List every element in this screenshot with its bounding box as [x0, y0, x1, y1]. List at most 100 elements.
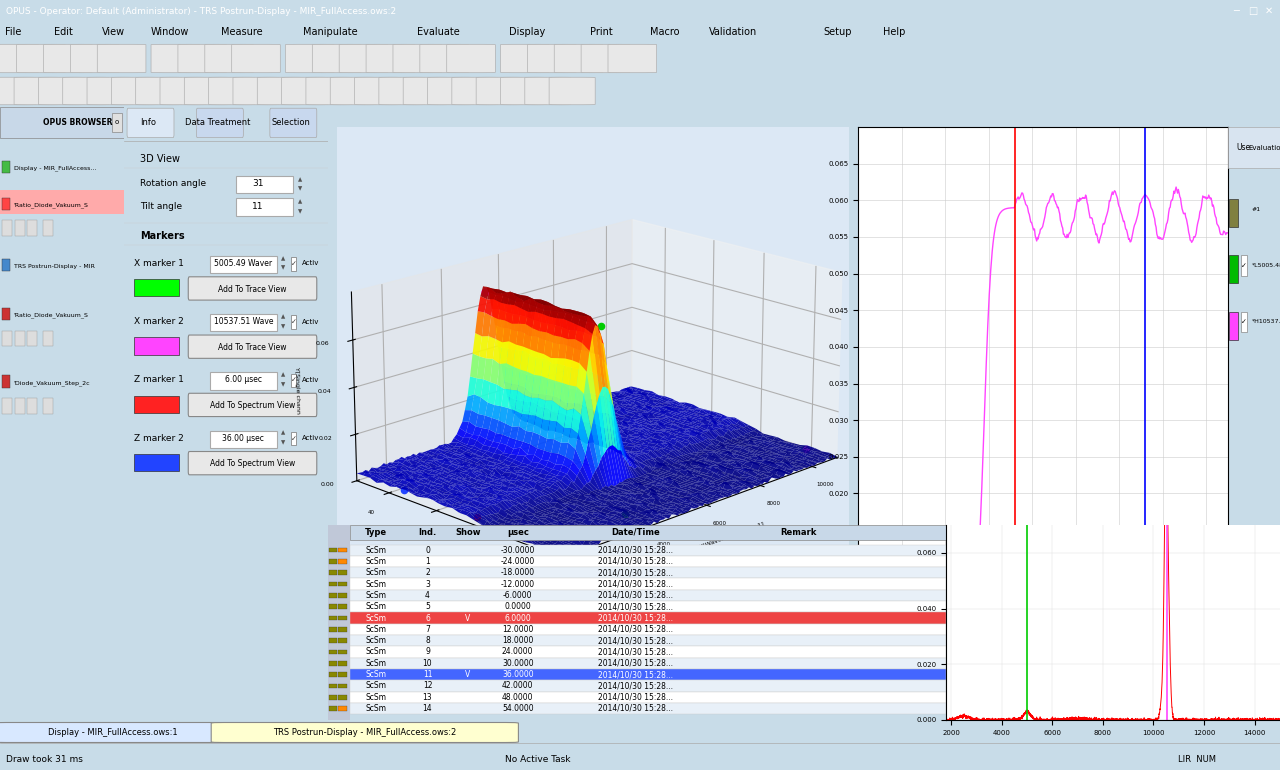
FancyBboxPatch shape [178, 45, 227, 72]
Text: 10: 10 [422, 659, 433, 668]
Text: 'Ratio_Diode_Vakuum_S: 'Ratio_Diode_Vakuum_S [14, 313, 88, 318]
Text: Window: Window [151, 27, 189, 37]
Text: 'Diode_Vakuum_Step_2c: 'Diode_Vakuum_Step_2c [14, 380, 91, 386]
FancyBboxPatch shape [136, 77, 182, 105]
Text: X marker 1: X marker 1 [134, 259, 184, 268]
Text: OPUS BROWSER: OPUS BROWSER [44, 118, 113, 127]
Text: ScSm: ScSm [366, 624, 387, 634]
Text: ─: ─ [1233, 6, 1239, 16]
Text: Evaluation: Evaluation [1248, 145, 1280, 150]
FancyBboxPatch shape [151, 45, 200, 72]
Bar [44, 398, 54, 413]
Bar [338, 604, 347, 609]
Bar [349, 544, 946, 556]
FancyBboxPatch shape [14, 77, 60, 105]
FancyBboxPatch shape [285, 45, 334, 72]
Text: Macro: Macro [650, 27, 680, 37]
Bar [329, 706, 337, 711]
Text: 2014/10/30 15:28...: 2014/10/30 15:28... [598, 624, 673, 634]
Bar [329, 650, 337, 654]
FancyBboxPatch shape [184, 77, 230, 105]
Text: ✓: ✓ [1242, 319, 1247, 325]
Text: ▼: ▼ [282, 440, 285, 445]
Bar [349, 658, 946, 669]
FancyBboxPatch shape [257, 77, 303, 105]
Bar [338, 627, 347, 631]
Bar [338, 650, 347, 654]
Text: Tilt angle: Tilt angle [141, 202, 183, 211]
FancyBboxPatch shape [188, 393, 316, 417]
Text: ▲: ▲ [282, 373, 285, 377]
Text: Activ: Activ [302, 319, 319, 324]
Text: 4: 4 [425, 591, 430, 600]
FancyBboxPatch shape [188, 335, 316, 358]
Bar [329, 571, 337, 575]
Bar [349, 691, 946, 703]
Text: V: V [465, 670, 470, 679]
Bar [329, 638, 337, 643]
FancyBboxPatch shape [44, 45, 92, 72]
Text: 8: 8 [425, 636, 430, 645]
Text: ✓: ✓ [1242, 263, 1247, 269]
Bar [0, 107, 124, 138]
Bar [349, 612, 946, 624]
Text: -24.0000: -24.0000 [500, 557, 535, 566]
Text: Measure: Measure [221, 27, 264, 37]
Bar [329, 661, 337, 665]
Text: Add To Spectrum View: Add To Spectrum View [210, 401, 296, 410]
FancyBboxPatch shape [0, 722, 230, 742]
Bar [349, 556, 946, 567]
Text: Markers: Markers [141, 231, 184, 241]
FancyBboxPatch shape [500, 45, 549, 72]
Bar [338, 638, 347, 643]
Text: Rotation angle: Rotation angle [141, 179, 206, 188]
Text: 2014/10/30 15:28...: 2014/10/30 15:28... [598, 648, 673, 657]
Text: 5: 5 [425, 602, 430, 611]
FancyBboxPatch shape [339, 45, 388, 72]
Text: 2014/10/30 15:28...: 2014/10/30 15:28... [598, 546, 673, 554]
Text: 48.0000: 48.0000 [502, 693, 534, 701]
Text: 6.00 µsec: 6.00 µsec [225, 375, 262, 384]
Text: ScSm: ScSm [366, 557, 387, 566]
Text: o: o [114, 119, 119, 126]
Text: 18.0000: 18.0000 [502, 636, 534, 645]
Bar [27, 331, 37, 346]
Bar [3, 198, 10, 210]
Bar [329, 616, 337, 621]
Bar [349, 635, 946, 646]
Text: Print: Print [590, 27, 613, 37]
Bar [210, 373, 276, 390]
Bar [329, 684, 337, 688]
Text: Evaluate: Evaluate [417, 27, 460, 37]
Bar [329, 672, 337, 677]
Text: µsec: µsec [507, 528, 529, 537]
Text: ScSm: ScSm [366, 681, 387, 691]
Bar [349, 669, 946, 680]
Text: #1: #1 [1252, 206, 1261, 212]
Text: ▼: ▼ [282, 266, 285, 271]
Bar [338, 582, 347, 587]
Text: ScSm: ScSm [366, 704, 387, 713]
Text: Display - MIR_FullAccess.ows:1: Display - MIR_FullAccess.ows:1 [47, 728, 178, 737]
Bar [15, 398, 24, 413]
Text: ScSm: ScSm [366, 659, 387, 668]
Text: Setup: Setup [823, 27, 851, 37]
X-axis label: µsec: µsec [1033, 661, 1053, 670]
Text: 12: 12 [422, 681, 433, 691]
Bar [338, 661, 347, 665]
Text: *L5005.486816*: *L5005.486816* [1252, 263, 1280, 268]
Text: Z marker 2: Z marker 2 [134, 434, 184, 443]
Bar [111, 113, 122, 132]
FancyBboxPatch shape [232, 45, 280, 72]
FancyBboxPatch shape [127, 109, 174, 138]
Bar [349, 624, 946, 635]
Text: Display - MIR_FullAccess...: Display - MIR_FullAccess... [14, 166, 96, 171]
FancyBboxPatch shape [70, 45, 119, 72]
Text: Date/Time: Date/Time [612, 528, 660, 537]
Text: 11: 11 [252, 202, 264, 211]
Text: ScSm: ScSm [366, 568, 387, 578]
Text: 2014/10/30 15:28...: 2014/10/30 15:28... [598, 568, 673, 578]
Text: 2: 2 [425, 568, 430, 578]
Text: 5005.49 Waver: 5005.49 Waver [214, 259, 273, 268]
Bar [349, 567, 946, 578]
